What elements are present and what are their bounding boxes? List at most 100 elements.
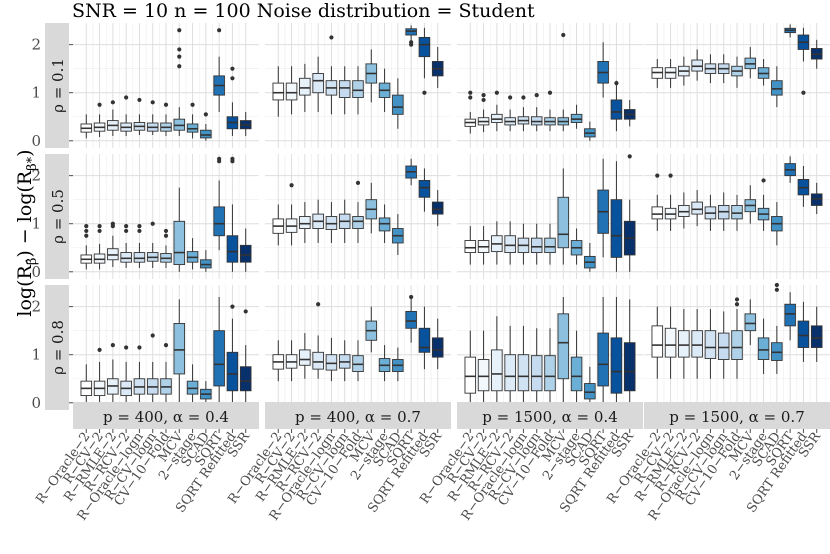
box-R−CV−2 bbox=[285, 340, 298, 382]
col-strip-0: p = 400, α = 0.4 bbox=[73, 402, 259, 429]
box-iqr bbox=[504, 235, 516, 254]
box-iqr bbox=[299, 216, 311, 229]
outlier-point bbox=[481, 93, 486, 98]
box-iqr bbox=[352, 80, 364, 98]
box-CV−10−Fold bbox=[352, 180, 364, 243]
box-iqr bbox=[312, 351, 324, 370]
box-R−CV−2 bbox=[477, 226, 490, 265]
col-strip-bg bbox=[265, 402, 451, 429]
outlier-point bbox=[163, 233, 169, 238]
box-iqr bbox=[239, 366, 252, 392]
box-2−stage bbox=[757, 59, 770, 86]
box-R−Oracle−logn bbox=[325, 337, 338, 382]
box-2−stage bbox=[570, 330, 583, 403]
col-strip-1: p = 400, α = 0.7 bbox=[265, 402, 451, 429]
box-SCAD bbox=[200, 250, 212, 272]
y-axis-label-mid: ) − log(R bbox=[14, 170, 36, 258]
box-R−RMLE−2 bbox=[299, 202, 311, 243]
box-R−Oracle−2 bbox=[80, 224, 93, 270]
box-iqr bbox=[597, 332, 609, 387]
box-iqr bbox=[173, 220, 186, 266]
box-R−RCV−2 bbox=[504, 325, 516, 403]
box-iqr bbox=[544, 355, 556, 392]
outlier-point bbox=[84, 233, 89, 238]
outlier-point bbox=[761, 178, 766, 183]
outlier-point bbox=[163, 102, 169, 107]
box-iqr bbox=[557, 196, 570, 249]
box-R−RCV−2 bbox=[312, 56, 324, 112]
box-iqr bbox=[530, 237, 543, 254]
box-iqr bbox=[717, 332, 730, 360]
box-SSR bbox=[623, 299, 636, 403]
box-iqr bbox=[784, 303, 796, 327]
box-iqr bbox=[352, 216, 364, 229]
box-CV−10−Fold bbox=[544, 90, 556, 132]
y-tick-label: 2 bbox=[31, 167, 41, 185]
col-strip-bg bbox=[644, 402, 830, 429]
box-SSR bbox=[623, 99, 636, 127]
row-strip-1: ρ = 0.5 bbox=[45, 154, 69, 279]
box-R−Oracle−logn bbox=[517, 95, 530, 132]
box-iqr bbox=[272, 82, 285, 101]
box-R−RCV−2 bbox=[691, 190, 703, 227]
row-strip-label: ρ = 0.8 bbox=[49, 320, 67, 375]
box-R−Oracle−logn bbox=[325, 202, 338, 243]
box-R−RCV−2 bbox=[120, 345, 132, 403]
box-SCAD bbox=[200, 112, 212, 141]
box-SQRT Refitted bbox=[418, 168, 431, 212]
outlier-point bbox=[124, 95, 129, 100]
box-iqr bbox=[405, 310, 417, 329]
panel-r0-c1 bbox=[265, 23, 451, 166]
box-iqr bbox=[200, 129, 212, 139]
box-SQRT Refitted bbox=[797, 166, 810, 207]
outlier-point bbox=[561, 32, 566, 38]
box-SCAD bbox=[200, 381, 212, 403]
outlier-point bbox=[243, 309, 248, 314]
chart-title: SNR = 10 n = 100 Noise distribution = St… bbox=[72, 0, 535, 22]
outlier-point bbox=[508, 95, 513, 100]
box-CV−10−Fold bbox=[160, 102, 172, 136]
box-R−RMLE−2 bbox=[107, 221, 119, 267]
box-iqr bbox=[678, 330, 690, 358]
box-CV−10−Fold bbox=[544, 223, 556, 265]
box-R−Oracle−logn bbox=[704, 194, 717, 231]
box-R−Oracle−2 bbox=[464, 90, 477, 134]
box-SSR bbox=[431, 190, 444, 227]
box-SSR bbox=[623, 154, 636, 272]
box-R−CV−logn bbox=[530, 328, 543, 403]
box-iqr bbox=[504, 354, 516, 392]
box-R−CV−2 bbox=[285, 66, 298, 115]
box-SQRT Refitted bbox=[226, 66, 239, 136]
box-R−CV−logn bbox=[717, 54, 730, 84]
box-iqr bbox=[530, 355, 543, 392]
box-iqr bbox=[477, 359, 490, 392]
y-axis-label-main: log(R bbox=[14, 264, 36, 316]
y-tick-label: 2 bbox=[31, 298, 41, 316]
box-R−Oracle−2 bbox=[464, 226, 477, 265]
box-R−RMLE−2 bbox=[678, 56, 690, 86]
outlier-point bbox=[110, 100, 115, 105]
box-R−CV−logn bbox=[338, 199, 351, 243]
outlier-point bbox=[177, 64, 182, 69]
outlier-point bbox=[547, 90, 553, 95]
box-iqr bbox=[464, 240, 477, 254]
panel-r1-c1 bbox=[265, 154, 451, 297]
box-iqr bbox=[610, 337, 623, 394]
box-iqr bbox=[312, 73, 324, 94]
box-SQRT bbox=[597, 297, 609, 403]
box-iqr bbox=[392, 94, 404, 115]
outlier-point bbox=[655, 173, 660, 178]
col-strip-label: p = 400, α = 0.7 bbox=[295, 408, 421, 426]
box-R−CV−logn bbox=[338, 340, 351, 382]
box-R−CV−2 bbox=[93, 347, 106, 403]
box-SQRT bbox=[405, 25, 417, 47]
box-SCAD bbox=[392, 78, 404, 129]
box-iqr bbox=[610, 99, 623, 120]
box-iqr bbox=[491, 349, 503, 392]
box-SQRT bbox=[405, 294, 417, 343]
panel-r2-c2 bbox=[457, 285, 643, 428]
box-iqr bbox=[651, 325, 664, 358]
outlier-point bbox=[494, 90, 499, 95]
box-SCAD bbox=[392, 347, 404, 382]
